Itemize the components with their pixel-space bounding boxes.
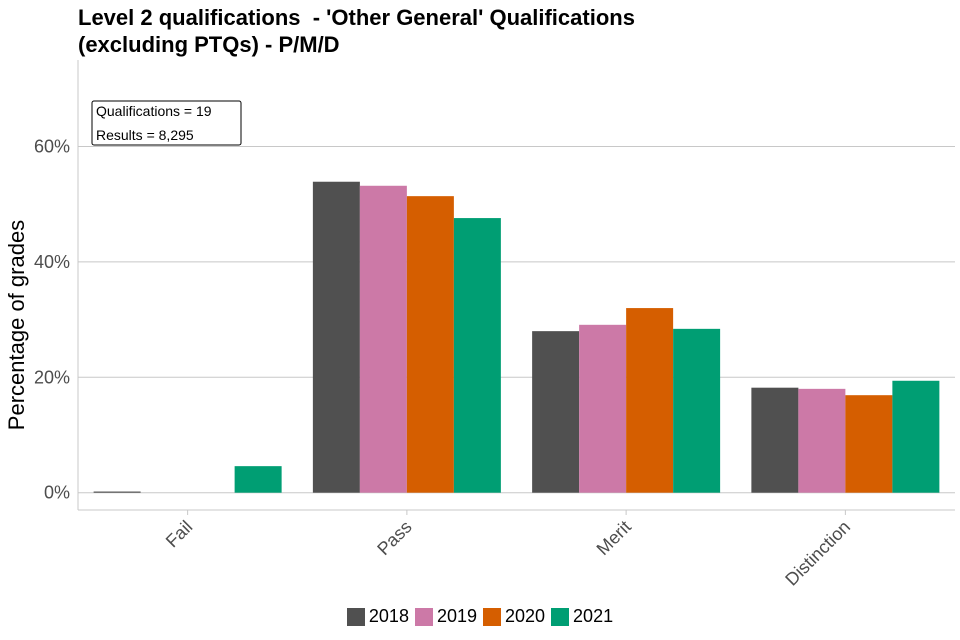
bar: [453, 218, 501, 493]
chart-title-line-1: Level 2 qualifications - 'Other General'…: [78, 5, 635, 30]
bar: [532, 331, 580, 493]
legend-swatch: [483, 607, 501, 626]
bar: [359, 185, 407, 493]
y-tick-label: 40%: [34, 252, 70, 272]
legend-label: 2019: [436, 606, 477, 626]
bar: [845, 395, 893, 493]
legend-item: 2018: [346, 606, 409, 627]
annotation-box: [91, 100, 242, 146]
y-axis-label: Percentage of grades: [4, 220, 29, 430]
x-tick-label: Merit: [593, 517, 635, 559]
legend-swatch: [551, 607, 570, 626]
legend-item: 2019: [414, 606, 477, 627]
bar: [798, 388, 846, 493]
legend-item: 2020: [483, 606, 545, 627]
x-tick-label: Distinction: [781, 517, 854, 590]
y-tick-label: 20%: [34, 367, 70, 387]
bar: [751, 387, 799, 493]
y-tick-label: 0%: [44, 483, 70, 503]
legend-item: 2021: [551, 606, 613, 627]
legend-label: 2018: [368, 606, 409, 626]
legend-swatch: [346, 607, 365, 626]
bar: [93, 491, 141, 493]
x-tick-label: Fail: [162, 517, 197, 552]
bar: [626, 308, 674, 493]
x-tick-label: Pass: [373, 517, 415, 559]
bar: [234, 466, 282, 493]
annotation-text: Results = 8,295: [96, 127, 194, 143]
bar: [579, 324, 627, 493]
bar: [673, 328, 721, 493]
legend-label: 2020: [505, 606, 546, 626]
chart-title: Level 2 qualifications - 'Other General'…: [78, 4, 635, 58]
legend-label: 2021: [573, 606, 614, 626]
chart-legend: 2018 2019 2020 2021: [0, 606, 960, 631]
bar: [312, 181, 360, 493]
annotation-text: Qualifications = 19: [96, 103, 212, 119]
y-tick-label: 60%: [34, 137, 70, 157]
chart-title-line-2: (excluding PTQs) - P/M/D: [78, 32, 340, 57]
bar: [892, 380, 940, 493]
bar: [406, 196, 454, 493]
legend-swatch: [414, 607, 433, 626]
